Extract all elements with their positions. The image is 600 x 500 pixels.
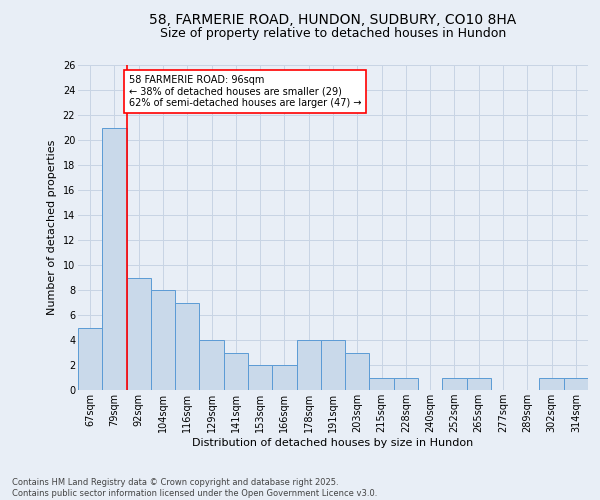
Bar xyxy=(175,302,199,390)
Bar xyxy=(370,378,394,390)
Bar xyxy=(345,352,370,390)
Bar xyxy=(248,365,272,390)
Bar xyxy=(127,278,151,390)
Bar xyxy=(272,365,296,390)
Bar xyxy=(224,352,248,390)
Bar xyxy=(78,328,102,390)
Bar xyxy=(564,378,588,390)
Bar xyxy=(321,340,345,390)
Bar xyxy=(394,378,418,390)
Text: Contains HM Land Registry data © Crown copyright and database right 2025.
Contai: Contains HM Land Registry data © Crown c… xyxy=(12,478,377,498)
Bar xyxy=(199,340,224,390)
Bar xyxy=(442,378,467,390)
Bar xyxy=(539,378,564,390)
Text: Size of property relative to detached houses in Hundon: Size of property relative to detached ho… xyxy=(160,28,506,40)
Bar xyxy=(151,290,175,390)
Bar xyxy=(467,378,491,390)
Bar xyxy=(102,128,127,390)
Bar xyxy=(296,340,321,390)
Text: 58 FARMERIE ROAD: 96sqm
← 38% of detached houses are smaller (29)
62% of semi-de: 58 FARMERIE ROAD: 96sqm ← 38% of detache… xyxy=(129,75,361,108)
Text: 58, FARMERIE ROAD, HUNDON, SUDBURY, CO10 8HA: 58, FARMERIE ROAD, HUNDON, SUDBURY, CO10… xyxy=(149,12,517,26)
Y-axis label: Number of detached properties: Number of detached properties xyxy=(47,140,57,315)
X-axis label: Distribution of detached houses by size in Hundon: Distribution of detached houses by size … xyxy=(193,438,473,448)
